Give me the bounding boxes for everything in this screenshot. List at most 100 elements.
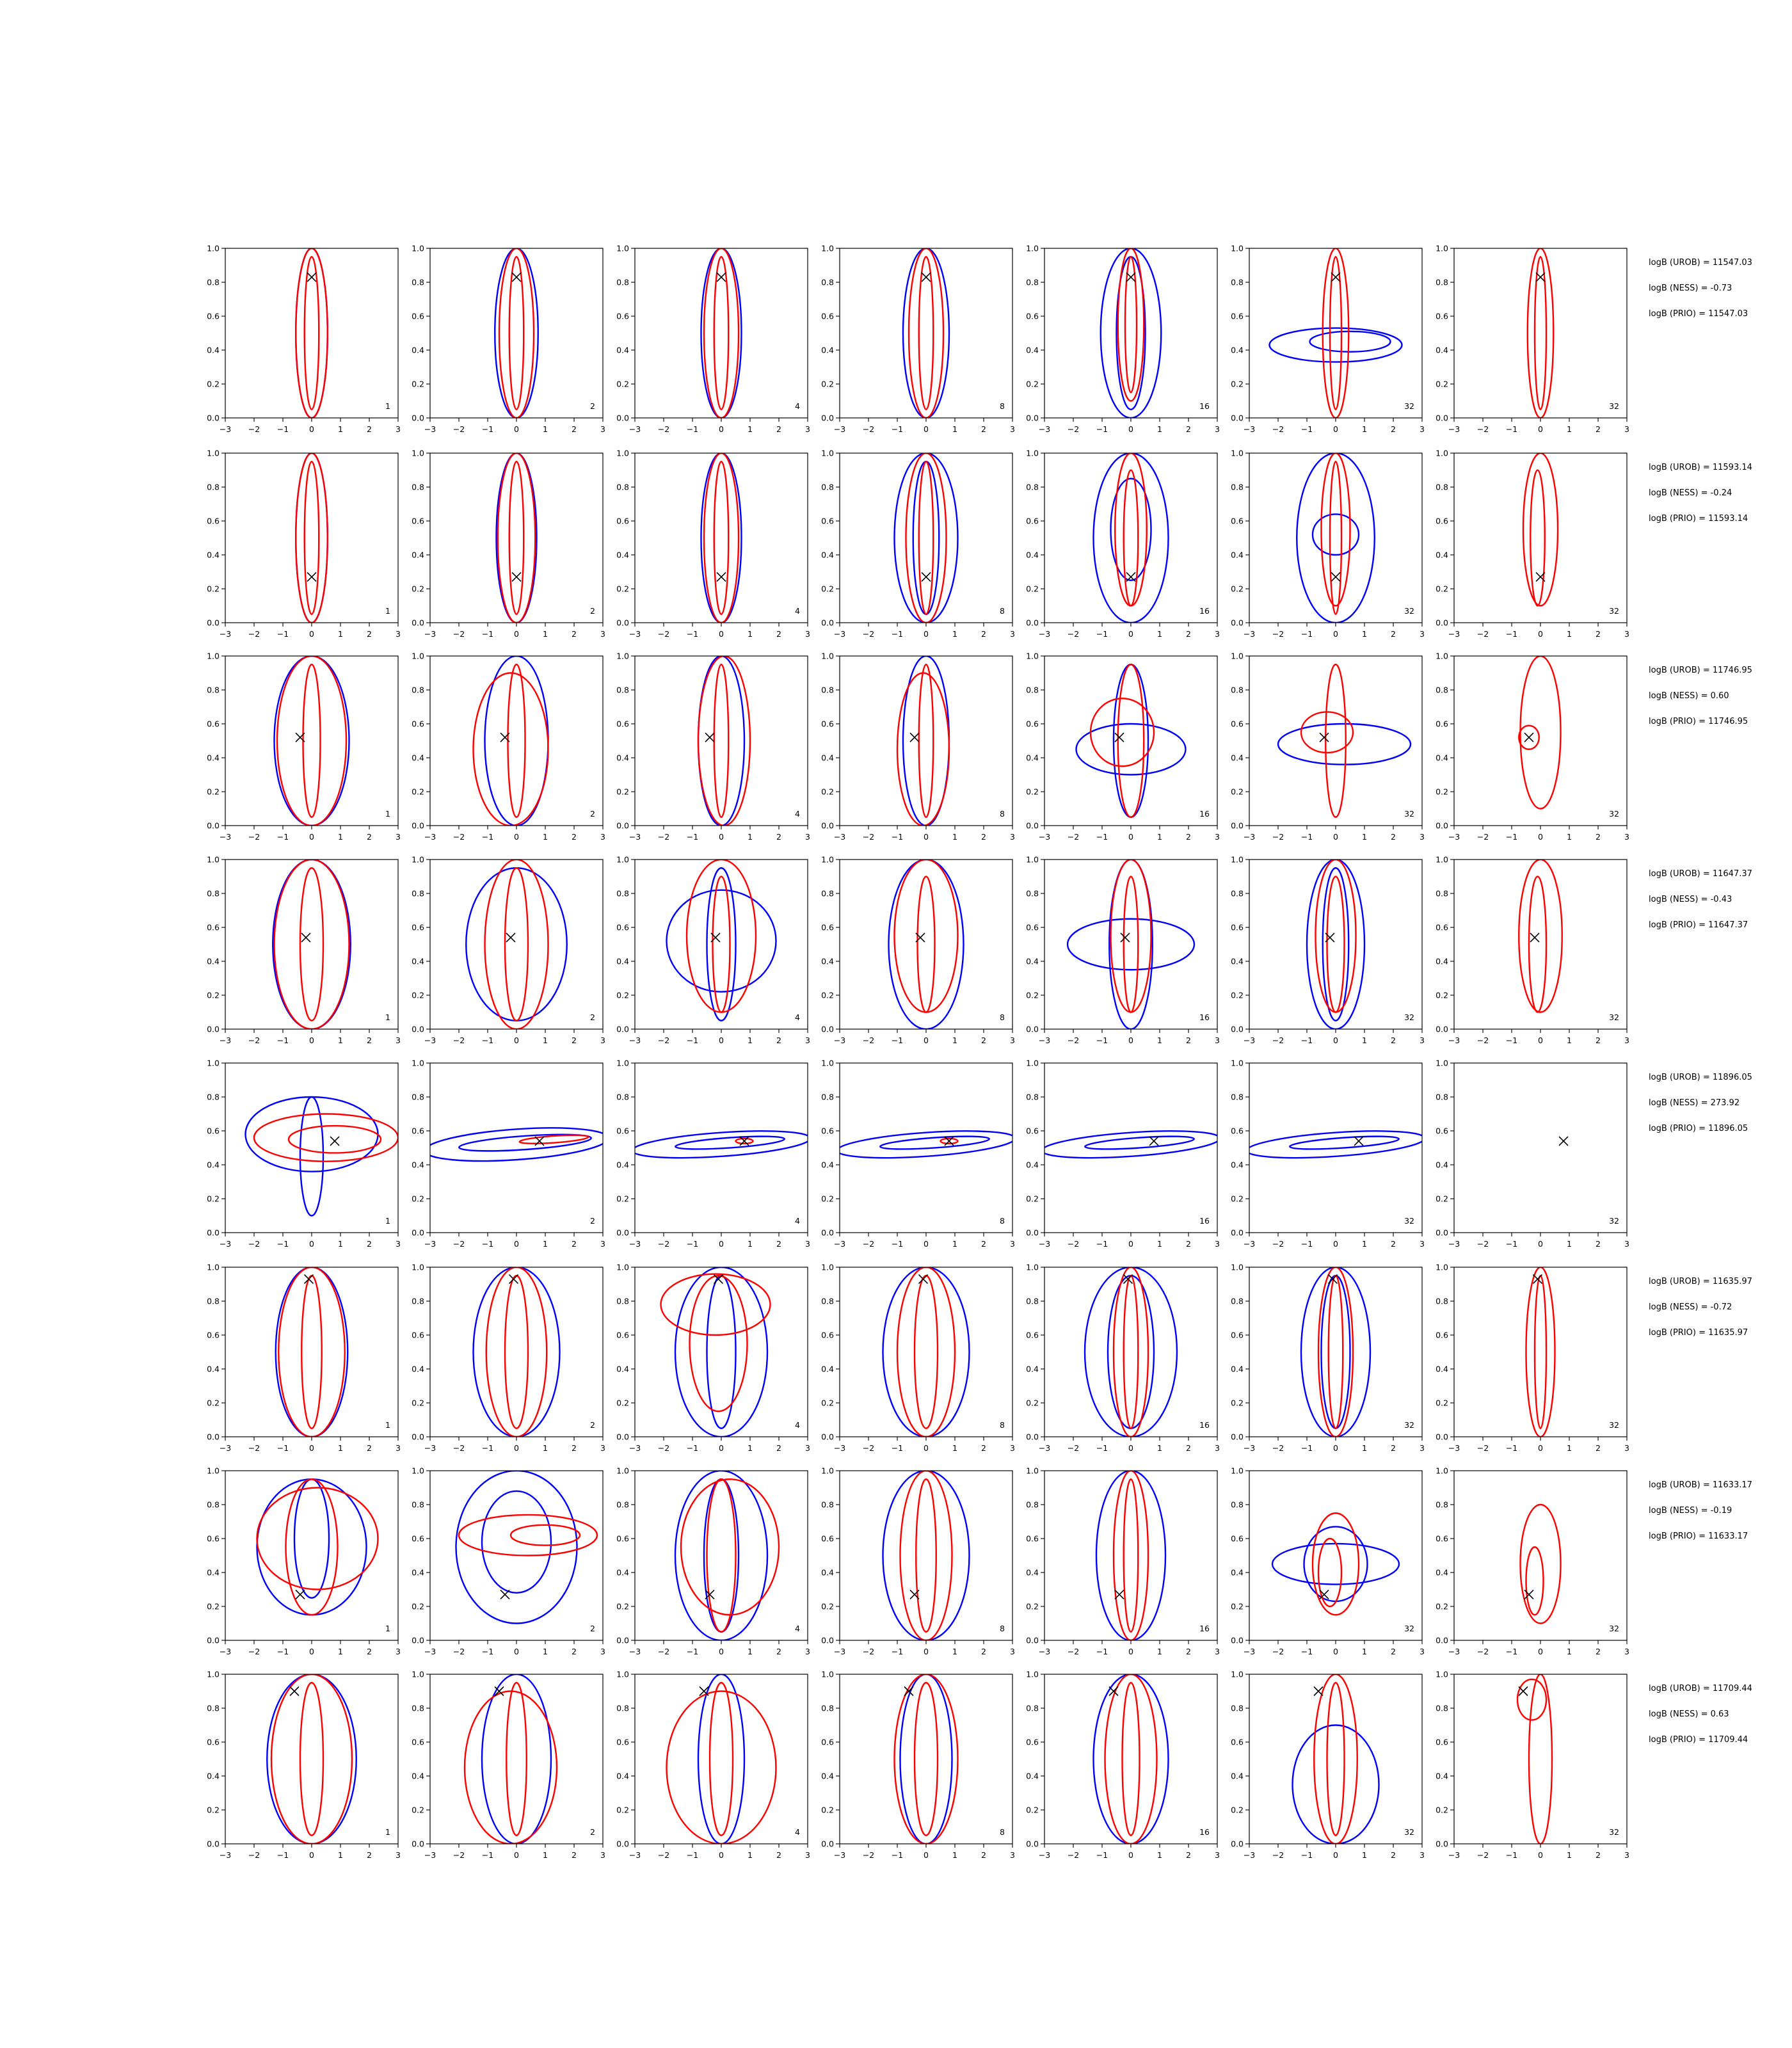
- y-tick-label: 0.6: [1231, 923, 1244, 932]
- y-tick-label: 0.8: [821, 1092, 834, 1102]
- x-tick-label: 1: [543, 1443, 548, 1453]
- x-tick-label: 1: [1567, 1443, 1572, 1453]
- y-tick-label: 0.0: [1026, 821, 1039, 831]
- x-tick-label: 0: [1333, 832, 1338, 842]
- red-contour: [1533, 256, 1548, 410]
- red-contour: [1516, 1678, 1548, 1721]
- panel-corner-label: 8: [1000, 401, 1005, 411]
- y-tick-label: 1.0: [821, 1670, 834, 1679]
- y-tick-label: 0.8: [1026, 1092, 1039, 1102]
- y-tick-label: 0.2: [207, 991, 220, 1000]
- y-tick-label: 0.8: [1231, 1297, 1244, 1306]
- x-tick-label: −2: [1068, 1443, 1079, 1453]
- panel-corner-label: 32: [1404, 401, 1414, 411]
- true-value-marker: [716, 272, 726, 282]
- x-tick-label: −1: [1301, 1850, 1313, 1860]
- x-tick-label: −1: [277, 1850, 289, 1860]
- y-tick-label: 1.0: [207, 652, 220, 661]
- panel-corner-label: 1: [385, 1012, 390, 1022]
- x-tick-label: 2: [1596, 424, 1601, 434]
- red-contour: [905, 453, 947, 623]
- y-tick-label: 1.0: [1026, 449, 1039, 458]
- x-tick-label: 3: [1010, 629, 1015, 639]
- y-tick-label: 1.0: [207, 244, 220, 253]
- x-tick-label: 1: [1362, 1647, 1367, 1656]
- red-contour: [1112, 1471, 1149, 1640]
- x-tick-label: −3: [1448, 1239, 1460, 1249]
- red-contour: [287, 1124, 382, 1154]
- red-contour: [915, 1478, 937, 1633]
- y-tick-label: 0.8: [821, 1500, 834, 1510]
- true-value-marker: [303, 1274, 314, 1284]
- y-tick-label: 0.2: [207, 1602, 220, 1612]
- x-tick-label: 2: [776, 1443, 781, 1453]
- y-tick-label: 0.8: [412, 1092, 424, 1102]
- x-tick-label: 0: [1333, 629, 1338, 639]
- panel-r7-c3: −3 −2 −1 0 1 2 3 0.0 0.2 0.4 0.6 0.8 1.0 4: [616, 1466, 810, 1657]
- panel-corner-label: 32: [1404, 1624, 1414, 1633]
- y-tick-label: 1.0: [207, 1466, 220, 1476]
- panel-corner-label: 16: [1199, 401, 1210, 411]
- x-tick-label: 1: [952, 1239, 957, 1249]
- y-tick-label: 0.0: [1436, 1839, 1448, 1849]
- panel-r8-c3: −3 −2 −1 0 1 2 3 0.0 0.2 0.4 0.6 0.8 1.0 4: [616, 1670, 810, 1860]
- panel-r6-c5: −3 −2 −1 0 1 2 3 0.0 0.2 0.4 0.6 0.8 1.0 16: [1026, 1263, 1220, 1453]
- plot-area: [666, 1674, 777, 1844]
- x-tick-label: 1: [338, 1239, 343, 1249]
- blue-contour: [273, 656, 350, 826]
- panel-r4-c1: −3 −2 −1 0 1 2 3 0.0 0.2 0.4 0.6 0.8 1.0 1: [207, 855, 401, 1046]
- blue-contour: [266, 1674, 357, 1844]
- blue-contour: [893, 453, 959, 623]
- y-tick-label: 1.0: [1026, 1263, 1039, 1272]
- blue-contour: [1100, 248, 1162, 418]
- logb-annotation: logB (UROB) = 11647.37: [1649, 869, 1752, 879]
- x-tick-label: 0: [1128, 1443, 1133, 1453]
- y-tick-label: 0.2: [616, 1805, 629, 1815]
- x-tick-label: 2: [776, 832, 781, 842]
- panel-r1-c3: −3 −2 −1 0 1 2 3 0.0 0.2 0.4 0.6 0.8 1.0 4: [616, 244, 810, 435]
- x-tick-label: −3: [220, 1443, 231, 1453]
- panel-r7-c2: −3 −2 −1 0 1 2 3 0.0 0.2 0.4 0.6 0.8 1.0 2: [412, 1466, 605, 1657]
- blue-contour: [430, 1127, 603, 1162]
- y-tick-label: 0.0: [207, 1228, 220, 1238]
- logb-annotation: logB (NESS) = 0.63: [1649, 1709, 1729, 1719]
- x-tick-label: 2: [1391, 1443, 1396, 1453]
- y-tick-label: 0.4: [1436, 346, 1448, 355]
- x-tick-label: −1: [687, 1239, 698, 1249]
- x-tick-label: −3: [834, 1443, 845, 1453]
- x-tick-label: 3: [1010, 1036, 1015, 1045]
- y-tick-label: 0.6: [1231, 312, 1244, 321]
- red-contour: [1317, 1267, 1354, 1437]
- x-tick-label: −1: [277, 1036, 289, 1045]
- x-tick-label: 2: [981, 1036, 986, 1045]
- x-tick-label: 2: [572, 1239, 577, 1249]
- x-tick-label: −1: [687, 832, 698, 842]
- x-tick-label: 0: [309, 1036, 314, 1045]
- x-tick-label: −1: [1096, 1443, 1108, 1453]
- x-tick-label: −1: [482, 1647, 493, 1656]
- x-tick-label: 0: [1538, 1647, 1543, 1656]
- red-contour: [713, 461, 730, 615]
- true-value-marker: [500, 732, 510, 742]
- y-tick-label: 1.0: [821, 449, 834, 458]
- y-tick-label: 0.8: [412, 685, 424, 695]
- red-contour: [735, 1137, 754, 1145]
- y-tick-label: 0.0: [616, 1228, 629, 1238]
- y-tick-label: 1.0: [821, 1466, 834, 1476]
- panel-corner-label: 1: [385, 1420, 390, 1430]
- panel-r5-c2: −3 −2 −1 0 1 2 3 0.0 0.2 0.4 0.6 0.8 1.0 2: [412, 1059, 605, 1249]
- y-tick-label: 0.8: [1231, 1092, 1244, 1102]
- y-tick-label: 0.6: [616, 1738, 629, 1747]
- y-tick-label: 0.4: [412, 550, 424, 560]
- y-tick-label: 0.6: [821, 923, 834, 932]
- y-tick-label: 0.2: [207, 584, 220, 594]
- y-tick-label: 0.0: [1231, 618, 1244, 628]
- blue-contour: [299, 1096, 324, 1217]
- x-tick-label: −3: [424, 629, 436, 639]
- plot-area: [1518, 656, 1562, 810]
- panel-r6-c3: −3 −2 −1 0 1 2 3 0.0 0.2 0.4 0.6 0.8 1.0 4: [616, 1263, 810, 1453]
- x-tick-label: −1: [482, 629, 493, 639]
- x-tick-label: 0: [719, 832, 724, 842]
- x-tick-label: 1: [748, 1443, 753, 1453]
- panel-r1-c6: −3 −2 −1 0 1 2 3 0.0 0.2 0.4 0.6 0.8 1.0 32: [1231, 244, 1425, 435]
